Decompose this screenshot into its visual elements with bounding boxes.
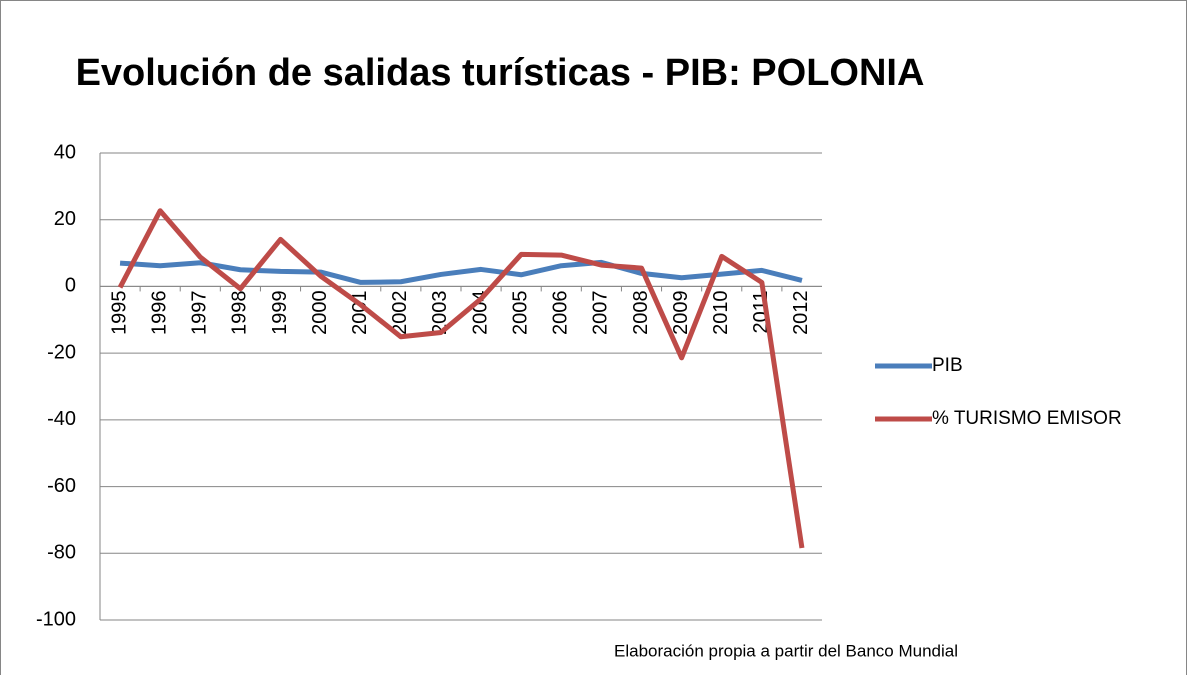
- x-tick-label: 2012: [790, 290, 812, 335]
- y-tick-label: 0: [65, 275, 76, 297]
- x-tick-label: 1997: [189, 290, 211, 335]
- x-tick-label: 2005: [509, 290, 531, 335]
- x-tick-label: 2002: [389, 290, 411, 335]
- x-tick-label: 2009: [670, 290, 692, 335]
- chart-title: Evolución de salidas turísticas - PIB: P…: [76, 52, 925, 94]
- y-tick-label: -20: [47, 341, 76, 363]
- legend-label: % TURISMO EMISOR: [932, 408, 1122, 429]
- y-tick-label: 40: [54, 141, 76, 163]
- series-line: [117, 208, 805, 549]
- y-tick-label: -100: [36, 608, 76, 630]
- series-line: [119, 259, 803, 285]
- source-note: Elaboración propia a partir del Banco Mu…: [614, 641, 958, 660]
- y-tick-label: -80: [47, 542, 76, 564]
- y-tick-label: -40: [47, 408, 76, 430]
- x-tick-label: 2000: [309, 290, 331, 335]
- x-tick-label: 1998: [229, 290, 251, 335]
- x-tick-label: 2003: [429, 290, 451, 335]
- legend-label: PIB: [932, 355, 963, 376]
- x-tick-label: 2010: [710, 290, 732, 335]
- y-tick-label: 20: [54, 208, 76, 230]
- x-tick-label: 2006: [550, 290, 572, 335]
- x-tick-label: 1996: [148, 290, 170, 335]
- y-tick-label: -60: [47, 475, 76, 497]
- x-tick-label: 2008: [630, 290, 652, 335]
- x-tick-label: 1999: [269, 290, 291, 335]
- x-tick-label: 2007: [590, 290, 612, 335]
- x-tick-label: 1995: [108, 290, 130, 335]
